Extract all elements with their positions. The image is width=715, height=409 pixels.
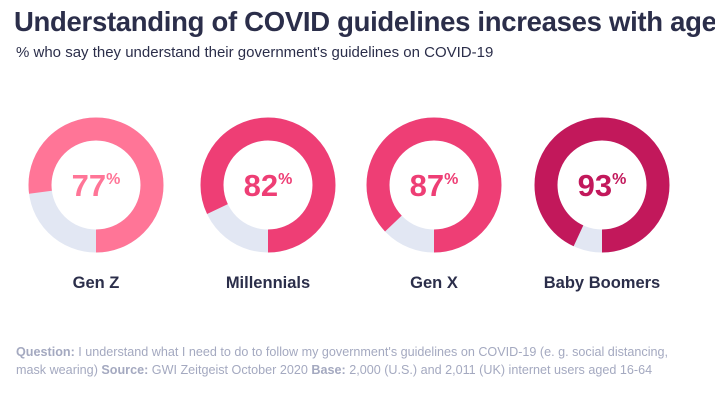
footnote-question-text: I understand what I need to do to follow… bbox=[16, 345, 669, 377]
footnote-question-label: Question: bbox=[16, 345, 75, 359]
chart-subtitle: % who say they understand their governme… bbox=[16, 44, 494, 61]
value-label-baby-boomers: 93% bbox=[578, 168, 627, 203]
value-label-millennials: 82% bbox=[244, 168, 293, 203]
footnote-source-text: GWI Zeitgeist October 2020 bbox=[151, 362, 308, 377]
donut-arc-gen-x bbox=[366, 117, 502, 253]
donut-arc-gen-z bbox=[28, 117, 164, 253]
footnote-source-label: Source: bbox=[101, 362, 149, 377]
donut-chart-area: 77% Gen Z 82% Millennials 87% Gen X 93% Baby Bo… bbox=[28, 117, 670, 292]
chart-title: Understanding of COVID guidelines increa… bbox=[14, 6, 715, 37]
category-label-millennials: Millennials bbox=[226, 274, 310, 292]
footnote-base-text: 2,000 (U.S.) and 2,011 (UK) internet use… bbox=[349, 362, 653, 377]
footnote-base-label: Base: bbox=[311, 362, 346, 377]
category-label-gen-z: Gen Z bbox=[73, 274, 120, 292]
category-label-gen-x: Gen X bbox=[410, 274, 458, 292]
category-label-baby-boomers: Baby Boomers bbox=[544, 274, 660, 292]
value-label-gen-x: 87% bbox=[410, 168, 459, 203]
value-label-gen-z: 77% bbox=[72, 168, 121, 203]
donut-arc-millennials bbox=[200, 117, 336, 253]
footnote: Question: I understand what I need to do… bbox=[16, 344, 696, 379]
donut-arc-baby-boomers bbox=[534, 117, 670, 253]
